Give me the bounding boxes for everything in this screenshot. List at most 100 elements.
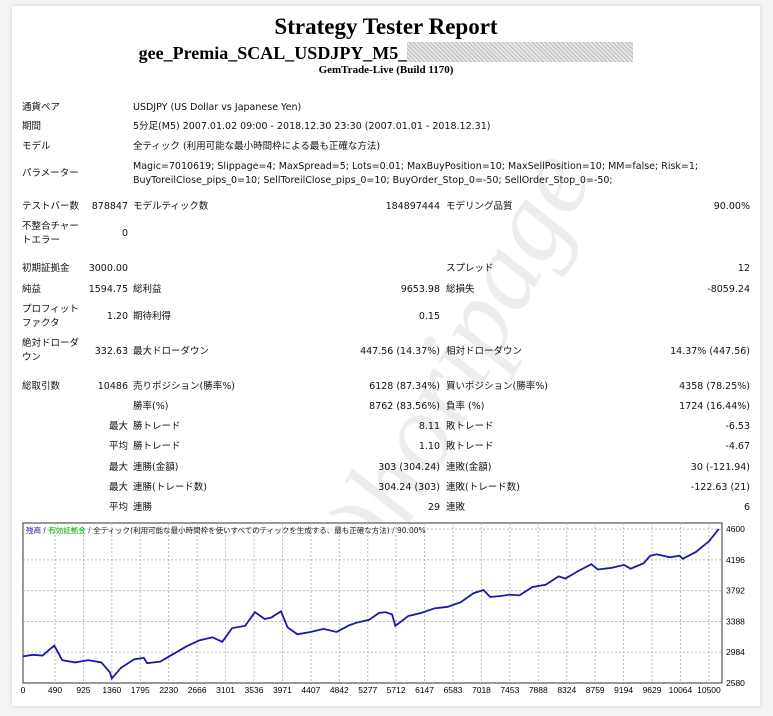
stats-trades-text: 10486 <box>97 381 128 392</box>
stats-mcl-text: 30 (-121.94) <box>690 462 750 473</box>
info-3-value-text: Magic=7010619; Slippage=4; MaxSpread=5; … <box>133 161 699 172</box>
legend-quality: 90.00% <box>397 526 426 535</box>
x-tick-label: 7018 <box>472 685 491 695</box>
stats-largest-text: 最大 <box>108 462 128 473</box>
legend-balance: 残高 <box>26 525 41 535</box>
y-tick-label: 4600 <box>726 524 745 534</box>
stats-mcp-label-text: 連勝(トレード数) <box>133 482 207 493</box>
stats-deposit-label-text: 初期証拠金 <box>22 263 70 274</box>
stats-mcll-label-text: 連敗(トレード数) <box>446 482 520 493</box>
stats-abs-dd-label1-text: 絶対ドローダ <box>22 338 80 349</box>
x-tick-label: 2230 <box>159 685 178 695</box>
stats-net-label-text: 純益 <box>22 284 42 295</box>
stats-rel-dd-label-text: 相対ドローダウン <box>446 346 523 357</box>
stats-deposit-text: 3000.00 <box>88 263 128 274</box>
x-tick-label: 7453 <box>500 685 519 695</box>
info-3-value2-text: BuyToreilClose_pips_0=10; SellToreilClos… <box>133 175 613 186</box>
stats-rel-dd-text: 14.37% (447.56) <box>670 346 750 357</box>
stats-long-text: 4358 (78.25%) <box>679 381 750 392</box>
stats-mismatch-text: 0 <box>121 228 128 239</box>
sep: / <box>86 526 93 535</box>
stats-trades-label-text: 総取引数 <box>22 381 61 392</box>
x-tick-label: 4842 <box>330 685 349 695</box>
x-tick-label: 6147 <box>415 685 434 695</box>
build-info: GemTrade-Live (Build 1170) <box>318 64 454 76</box>
info-1-label-text: 期間 <box>22 121 42 132</box>
stats-spread-text: 12 <box>737 263 750 274</box>
ea-name: gee_Premia_SCAL_USDJPY_M5_ <box>138 43 408 63</box>
stats-mcw-text: 303 (304.24) <box>378 462 440 473</box>
stats-abs-dd-label2-text: ウン <box>22 352 42 363</box>
x-tick-label: 4407 <box>301 685 320 695</box>
chart-legend: 残高 / 有効証拠金 / 全ティック(利用可能な最小時間枠を使いすべてのティック… <box>26 525 426 535</box>
stats-acl-label-text: 連敗 <box>446 502 466 513</box>
stats-ll-text: -6.53 <box>725 421 750 432</box>
x-tick-label: 6583 <box>444 685 463 695</box>
stats-lp-label-text: 勝トレード <box>133 421 181 432</box>
x-tick-label: 3536 <box>245 685 264 695</box>
info-0-value-text: USDJPY (US Dollar vs Japanese Yen) <box>133 102 302 113</box>
info-1-value-text: 5分足(M5) 2007.01.02 09:00 - 2018.12.30 23… <box>133 121 491 132</box>
stats-gross-profit-text: 9653.98 <box>400 284 440 295</box>
x-tick-label: 7888 <box>529 685 548 695</box>
stats-short-label-text: 売りポジション(勝率%) <box>133 381 235 392</box>
x-tick-label: 925 <box>76 685 90 695</box>
y-tick-label: 3388 <box>726 616 745 626</box>
stats-largest-text: 最大 <box>108 482 128 493</box>
stats-ap-text: 1.10 <box>418 441 440 452</box>
report-subtitle: gee_Premia_SCAL_USDJPY_M5_ <box>12 42 760 64</box>
x-tick-label: 10500 <box>697 685 721 695</box>
chart-frame <box>22 522 723 684</box>
x-tick-label: 2666 <box>188 685 207 695</box>
x-tick-label: 1795 <box>131 685 150 695</box>
info-2-label-text: モデル <box>22 141 51 152</box>
x-tick-label: 1360 <box>102 685 121 695</box>
stats-gross-loss-label-text: 総損失 <box>446 284 475 295</box>
stats-quality-text: 90.00% <box>713 201 750 212</box>
redaction-box <box>407 42 634 62</box>
y-tick-label: 4196 <box>726 555 745 565</box>
stats-long-label-text: 買いポジション(勝率%) <box>446 381 548 392</box>
stats-pf-label2-text: ファクタ <box>22 318 60 329</box>
y-tick-label: 2984 <box>726 647 745 657</box>
stats-pf-label1-text: プロフィット <box>22 304 79 315</box>
stats-mismatch-label2-text: トエラー <box>22 235 61 246</box>
legend-equity: 有効証拠金 <box>48 525 86 535</box>
stats-average-text: 平均 <box>108 502 128 513</box>
legend-model: 全ティック(利用可能な最小時間枠を使いすべてのティックを生成する、最も正確な方法… <box>93 525 390 535</box>
stats-spread-label-text: スプレッド <box>446 263 494 274</box>
stats-average-text: 平均 <box>108 441 128 452</box>
x-tick-label: 5277 <box>358 685 377 695</box>
stats-win-text: 8762 (83.56%) <box>369 401 440 412</box>
stats-mcl-label-text: 連敗(金額) <box>446 462 492 473</box>
stats-loss-label-text: 負率 (%) <box>446 401 485 412</box>
stats-mcp-text: 304.24 (303) <box>378 482 440 493</box>
stats-mcll-text: -122.63 (21) <box>690 482 750 493</box>
balance-line <box>22 528 720 681</box>
stats-gross-loss-text: -8059.24 <box>707 284 750 295</box>
stats-lp-text: 8.11 <box>418 421 440 432</box>
stats-mcw-label-text: 連勝(金額) <box>133 462 179 473</box>
stats-abs-dd-text: 332.63 <box>94 346 128 357</box>
stats-short-text: 6128 (87.34%) <box>369 381 440 392</box>
x-tick-label: 9629 <box>643 685 662 695</box>
sep: / <box>41 526 48 535</box>
stats-win-label-text: 勝率(%) <box>133 401 169 412</box>
stats-gross-profit-label-text: 総利益 <box>133 284 162 295</box>
x-tick-label: 8759 <box>586 685 605 695</box>
x-tick-label: 0 <box>21 685 26 695</box>
stats-pf-text: 1.20 <box>106 311 128 322</box>
stats-acw-label-text: 連勝 <box>133 502 153 513</box>
stats-max-dd-text: 447.56 (14.37%) <box>360 346 440 357</box>
x-tick-label: 9194 <box>614 685 633 695</box>
stats-ticks-text: 184897444 <box>385 201 440 212</box>
x-tick-label: 10064 <box>669 685 693 695</box>
report-title: Strategy Tester Report <box>274 14 498 39</box>
stats-bars-label-text: テストバー数 <box>22 201 80 212</box>
stats-ticks-label-text: モデルティック数 <box>133 201 209 212</box>
stats-ll-label-text: 敗トレード <box>446 421 494 432</box>
stats-acl-text: 6 <box>743 502 750 513</box>
info-0-label-text: 通貨ペア <box>22 102 61 113</box>
x-tick-label: 3101 <box>216 685 235 695</box>
